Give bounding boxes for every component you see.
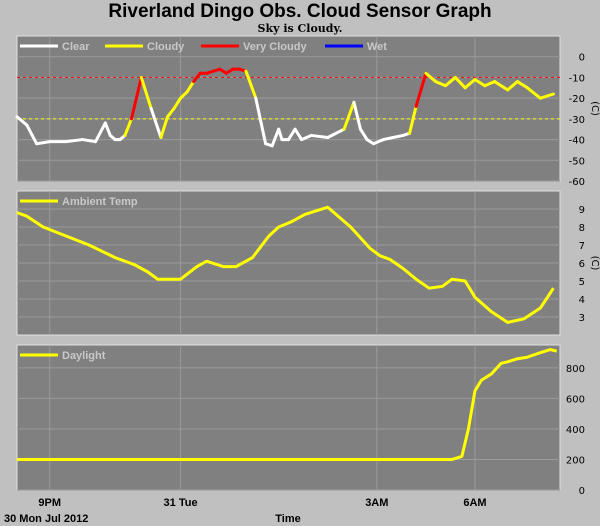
series-segment xyxy=(185,80,196,94)
y-tick-label: 9 xyxy=(579,205,585,216)
series-segment xyxy=(342,100,356,131)
legend-label: Clear xyxy=(62,41,90,53)
series-segment xyxy=(287,127,297,142)
series-segment xyxy=(159,115,169,139)
y-tick-label: 800 xyxy=(566,364,585,375)
series-segment xyxy=(94,121,107,144)
y-tick-label: -20 xyxy=(569,94,585,105)
y-tick-label: 8 xyxy=(579,223,585,234)
y-tick-label: 0 xyxy=(579,53,585,64)
y-tick-label: 0 xyxy=(579,486,585,497)
series-segment xyxy=(381,136,395,142)
series-segment xyxy=(277,127,284,142)
series-segment xyxy=(123,117,133,137)
series-segment xyxy=(391,133,405,139)
date-label: 30 Mon Jul 2012 xyxy=(4,513,88,525)
series-segment xyxy=(309,133,330,139)
series-segment xyxy=(358,127,369,142)
series-segment xyxy=(172,96,183,110)
y-tick-label: -60 xyxy=(569,177,585,188)
series-segment xyxy=(372,138,385,146)
y-tick-label: -50 xyxy=(569,156,585,167)
series-segment xyxy=(139,75,153,110)
series-segment xyxy=(293,127,304,142)
series-segment xyxy=(80,138,98,144)
series-segment xyxy=(244,69,258,100)
y-tick-label: 3 xyxy=(579,313,585,324)
x-tick-label: 3AM xyxy=(365,497,388,509)
y-tick-label: 400 xyxy=(566,425,585,436)
series-segment xyxy=(408,104,418,135)
series-segment xyxy=(64,138,84,144)
series-segment xyxy=(25,123,39,146)
series-segment xyxy=(463,78,477,90)
series-line xyxy=(17,348,558,461)
series-segment xyxy=(165,107,176,119)
y-tick-label: 5 xyxy=(579,277,585,288)
series-segment xyxy=(414,71,428,108)
x-axis-label: Time xyxy=(275,513,300,525)
series-segment xyxy=(473,78,487,88)
series-segment xyxy=(434,80,448,88)
series-segment xyxy=(254,96,268,146)
series-segment xyxy=(270,127,281,148)
series-segment xyxy=(192,71,202,84)
y-tick-label: 7 xyxy=(579,241,585,252)
series-segment xyxy=(525,86,542,100)
y-axis-label: (C) xyxy=(589,101,600,116)
series-segment xyxy=(35,140,52,146)
legend-label: Very Cloudy xyxy=(243,41,307,53)
legend-label: Ambient Temp xyxy=(62,196,138,208)
x-tick-label: 6AM xyxy=(463,497,486,509)
series-segment xyxy=(300,133,313,142)
x-tick-label: 31 Tue xyxy=(164,497,198,509)
series-segment xyxy=(15,115,29,127)
legend-label: Cloudy xyxy=(147,41,185,53)
series-segment xyxy=(506,80,519,92)
panel-daylight xyxy=(16,344,561,491)
sky-status: Sky is Cloudy. xyxy=(257,22,343,35)
series-segment xyxy=(179,90,189,100)
series-segment xyxy=(493,80,510,92)
series-segment xyxy=(149,107,163,139)
y-tick-label: -40 xyxy=(569,136,585,147)
x-tick-label: 9PM xyxy=(38,497,61,509)
y-tick-label: 6 xyxy=(579,259,585,270)
series-segment xyxy=(103,121,112,137)
series-segment xyxy=(424,71,438,84)
y-tick-label: 4 xyxy=(579,295,585,306)
series-segment xyxy=(129,75,143,121)
y-tick-label: 600 xyxy=(566,394,585,405)
chart-title: Riverland Dingo Obs. Cloud Sensor Graph xyxy=(108,1,492,22)
y-tick-label: -30 xyxy=(569,115,585,126)
series-segment xyxy=(515,80,529,90)
series-segment xyxy=(453,75,467,90)
y-tick-label: 200 xyxy=(566,455,585,466)
y-tick-label: -10 xyxy=(569,73,585,84)
series-segment xyxy=(352,100,362,131)
series-segment xyxy=(444,75,457,88)
series-segment xyxy=(326,127,346,139)
legend-label: Daylight xyxy=(62,350,106,362)
y-axis-label: (C) xyxy=(589,256,600,271)
series-segment xyxy=(483,80,497,88)
series-segment xyxy=(538,92,555,100)
series-line xyxy=(16,205,555,324)
panel-cloud xyxy=(16,35,561,182)
legend-label: Wet xyxy=(367,41,387,53)
